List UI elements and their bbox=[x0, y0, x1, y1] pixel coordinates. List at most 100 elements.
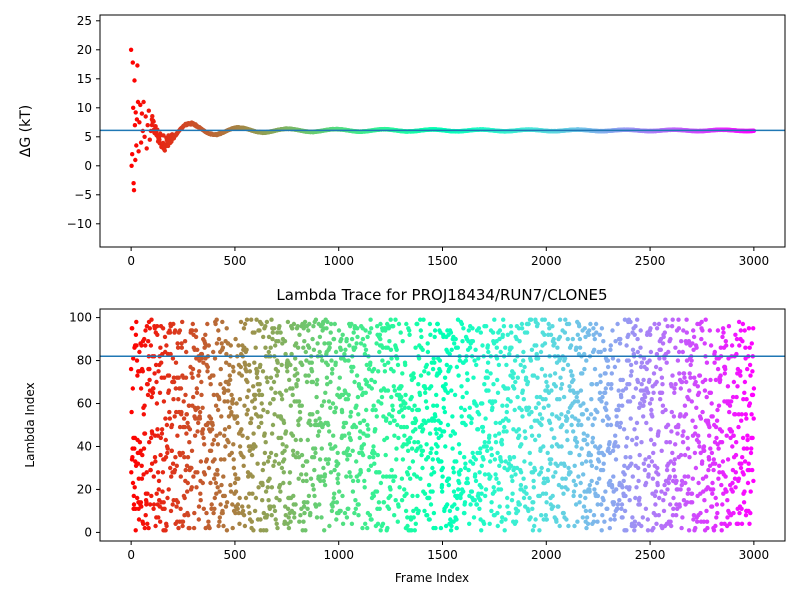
data-point bbox=[667, 474, 672, 479]
data-point bbox=[338, 508, 343, 514]
data-point bbox=[469, 420, 474, 426]
data-point bbox=[315, 341, 320, 346]
data-point bbox=[751, 416, 756, 421]
data-point bbox=[592, 487, 597, 492]
data-point bbox=[606, 382, 611, 387]
data-point bbox=[670, 317, 675, 322]
data-point bbox=[729, 429, 735, 434]
data-point bbox=[252, 397, 258, 402]
data-point bbox=[315, 433, 321, 438]
data-point bbox=[534, 394, 540, 400]
data-point bbox=[709, 450, 715, 456]
data-point bbox=[363, 328, 368, 333]
data-point bbox=[515, 375, 520, 380]
data-point bbox=[347, 343, 352, 348]
data-point bbox=[211, 392, 216, 398]
data-point bbox=[451, 470, 456, 475]
data-point bbox=[580, 515, 585, 520]
data-point bbox=[435, 444, 440, 449]
data-point bbox=[654, 521, 659, 526]
data-point bbox=[579, 422, 584, 428]
lambda-points bbox=[128, 317, 757, 533]
data-point bbox=[362, 485, 367, 490]
data-point bbox=[149, 317, 154, 322]
data-point bbox=[216, 523, 221, 529]
data-point bbox=[158, 345, 163, 350]
data-point bbox=[711, 528, 717, 533]
data-point bbox=[413, 418, 419, 423]
data-point bbox=[626, 332, 631, 337]
data-point bbox=[245, 435, 250, 441]
data-point bbox=[749, 412, 754, 417]
data-point bbox=[130, 386, 135, 391]
data-point bbox=[170, 502, 175, 507]
data-point bbox=[342, 510, 348, 516]
data-point bbox=[554, 519, 559, 524]
data-point bbox=[371, 493, 377, 499]
data-point bbox=[716, 446, 721, 451]
data-point bbox=[507, 351, 512, 357]
data-point bbox=[565, 336, 570, 342]
data-point bbox=[632, 528, 637, 533]
data-point bbox=[603, 390, 608, 395]
data-point bbox=[325, 461, 331, 466]
data-point bbox=[134, 143, 139, 148]
data-point bbox=[461, 489, 466, 494]
data-point bbox=[296, 422, 301, 428]
data-point bbox=[236, 343, 241, 348]
data-point bbox=[155, 427, 160, 432]
data-point bbox=[439, 433, 444, 438]
data-point bbox=[183, 467, 188, 473]
data-point bbox=[557, 523, 562, 529]
data-point bbox=[676, 422, 681, 428]
data-point bbox=[548, 373, 553, 378]
delta-g-x-ticks: 0 500 1000 1500 2000 2500 3000 bbox=[127, 247, 769, 268]
data-point bbox=[173, 455, 178, 460]
data-point bbox=[226, 388, 231, 393]
data-point bbox=[735, 521, 741, 526]
data-point bbox=[500, 403, 505, 408]
data-point bbox=[457, 358, 462, 363]
data-point bbox=[415, 493, 420, 499]
data-point bbox=[453, 336, 458, 342]
data-point bbox=[719, 521, 724, 526]
data-point bbox=[707, 433, 712, 438]
data-point bbox=[452, 392, 458, 398]
data-point bbox=[560, 422, 565, 428]
data-point bbox=[362, 351, 368, 357]
data-point bbox=[565, 362, 571, 368]
data-point bbox=[407, 328, 412, 333]
data-point bbox=[736, 476, 742, 481]
data-point bbox=[187, 525, 192, 531]
data-point bbox=[177, 424, 183, 430]
data-point bbox=[639, 360, 645, 365]
data-point bbox=[266, 334, 272, 340]
data-point bbox=[405, 472, 411, 477]
data-point bbox=[317, 457, 323, 462]
data-point bbox=[411, 508, 416, 514]
data-point bbox=[145, 491, 150, 496]
data-point bbox=[701, 519, 706, 524]
data-point bbox=[316, 429, 322, 434]
data-point bbox=[412, 403, 417, 408]
data-point bbox=[217, 431, 223, 436]
data-point bbox=[745, 480, 751, 486]
data-point bbox=[416, 407, 422, 413]
data-point bbox=[273, 517, 278, 522]
data-point bbox=[330, 401, 336, 406]
data-point bbox=[198, 498, 203, 503]
data-point bbox=[571, 377, 576, 383]
data-point bbox=[446, 476, 452, 481]
data-point bbox=[477, 470, 482, 475]
data-point bbox=[662, 482, 667, 488]
data-point bbox=[217, 489, 222, 494]
data-point bbox=[491, 382, 496, 387]
data-point bbox=[423, 386, 428, 391]
data-point bbox=[327, 523, 332, 529]
data-point bbox=[284, 364, 290, 370]
data-point bbox=[617, 424, 623, 430]
data-point bbox=[243, 495, 249, 501]
data-point bbox=[375, 521, 381, 526]
data-point bbox=[169, 474, 174, 479]
data-point bbox=[259, 401, 264, 406]
